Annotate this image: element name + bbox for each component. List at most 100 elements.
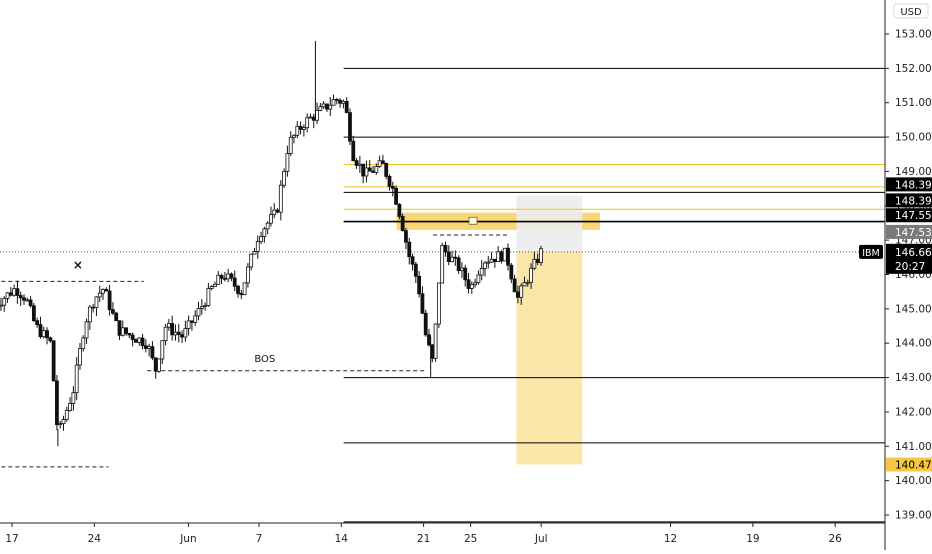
price-tick-label: 145.00 [895, 303, 932, 315]
candle-body [249, 253, 254, 268]
candle-body [315, 110, 319, 121]
price-tick-label: 149.00 [895, 166, 932, 178]
candle-body [377, 160, 382, 167]
short-stop-zone [516, 195, 583, 252]
candle-body [213, 283, 217, 287]
levels-layer [0, 67, 885, 523]
candle-body [41, 330, 46, 338]
candle-body [539, 248, 543, 263]
time-tick-label: 12 [664, 533, 677, 545]
candle-body [348, 112, 352, 142]
candle-body [12, 288, 17, 296]
candle-body [114, 312, 119, 322]
candle-body [361, 163, 366, 177]
candle-body [436, 282, 441, 325]
candle-body [229, 273, 234, 279]
candle-body [55, 380, 59, 426]
price-label-bg-2 [886, 208, 932, 223]
candle-body [28, 299, 33, 307]
candle-body [496, 251, 501, 262]
box-icon [468, 216, 478, 225]
candle-body [529, 267, 533, 283]
candle-body [150, 346, 155, 359]
candle-body [51, 340, 56, 382]
candle-body [446, 251, 451, 263]
candle-body [134, 339, 138, 343]
candle-body [453, 256, 458, 259]
time-tick-label: 21 [417, 533, 430, 545]
candle-body [328, 104, 333, 110]
candle-body [357, 163, 362, 166]
candle-body [143, 345, 148, 349]
candle-body [74, 364, 79, 394]
candle-body [0, 304, 3, 307]
currency-box [893, 3, 929, 19]
candle-body [427, 334, 431, 346]
candle-body [262, 228, 267, 237]
candle-body [35, 320, 40, 326]
candle-body [469, 284, 474, 289]
candle-body [384, 163, 389, 177]
candle-body [94, 296, 99, 308]
candle-body [430, 344, 435, 359]
candle-body [252, 250, 257, 255]
candle-body [532, 258, 537, 269]
candle-body [492, 258, 497, 262]
candle-body [440, 245, 445, 284]
candle-body [292, 134, 296, 138]
candle-body [525, 281, 530, 284]
candle-body [516, 291, 520, 298]
candle-body [394, 187, 398, 205]
candle-body [8, 292, 13, 296]
candle-body [374, 166, 379, 173]
candle-body [512, 278, 517, 293]
current-price-bg [886, 243, 932, 274]
candle-body [285, 153, 290, 172]
price-tick-label: 144.00 [895, 338, 932, 350]
candle-body [226, 273, 231, 280]
candle-body [147, 346, 152, 349]
time-tick-label: 24 [88, 533, 102, 545]
symbol-badge [859, 244, 883, 259]
price-axis: 139.00 140.00 141.00 142.00 143.00 144.00 145.… [859, 0, 932, 550]
candle-body [397, 203, 402, 217]
candle-body [351, 140, 356, 162]
candle-body [338, 99, 343, 104]
candle-body [48, 337, 53, 342]
candle-body [45, 330, 49, 339]
candle-body [509, 264, 514, 280]
candle-body [176, 331, 181, 336]
candles-layer [0, 40, 543, 447]
candle-body [367, 167, 372, 172]
candle-body [522, 282, 527, 287]
candle-body [479, 267, 484, 276]
candle-body [341, 100, 346, 104]
candle-body [25, 299, 30, 302]
candle-body [117, 320, 122, 336]
candle-body [295, 125, 300, 136]
candle-body [502, 247, 507, 262]
price-tick-label: 143.00 [895, 372, 932, 384]
time-tick-label: Jul [534, 533, 548, 545]
currency-label: USD [900, 7, 922, 18]
candle-body [460, 267, 464, 272]
candle-body [433, 323, 438, 359]
candle-body [246, 266, 250, 284]
candle-body [301, 127, 306, 130]
candle-body [423, 312, 428, 336]
candle-body [417, 275, 422, 295]
candle-body [163, 326, 168, 342]
candle-body [173, 331, 178, 336]
candle-body [535, 258, 540, 263]
candle-body [473, 282, 478, 285]
candle-body [371, 170, 375, 173]
price-label-bg-1 [886, 193, 932, 208]
time-tick-label: 25 [464, 533, 477, 545]
candle-body [278, 184, 283, 213]
candle-body [331, 99, 336, 106]
candle-body [137, 337, 142, 343]
candle-body [216, 274, 221, 285]
candle-body [91, 306, 96, 309]
